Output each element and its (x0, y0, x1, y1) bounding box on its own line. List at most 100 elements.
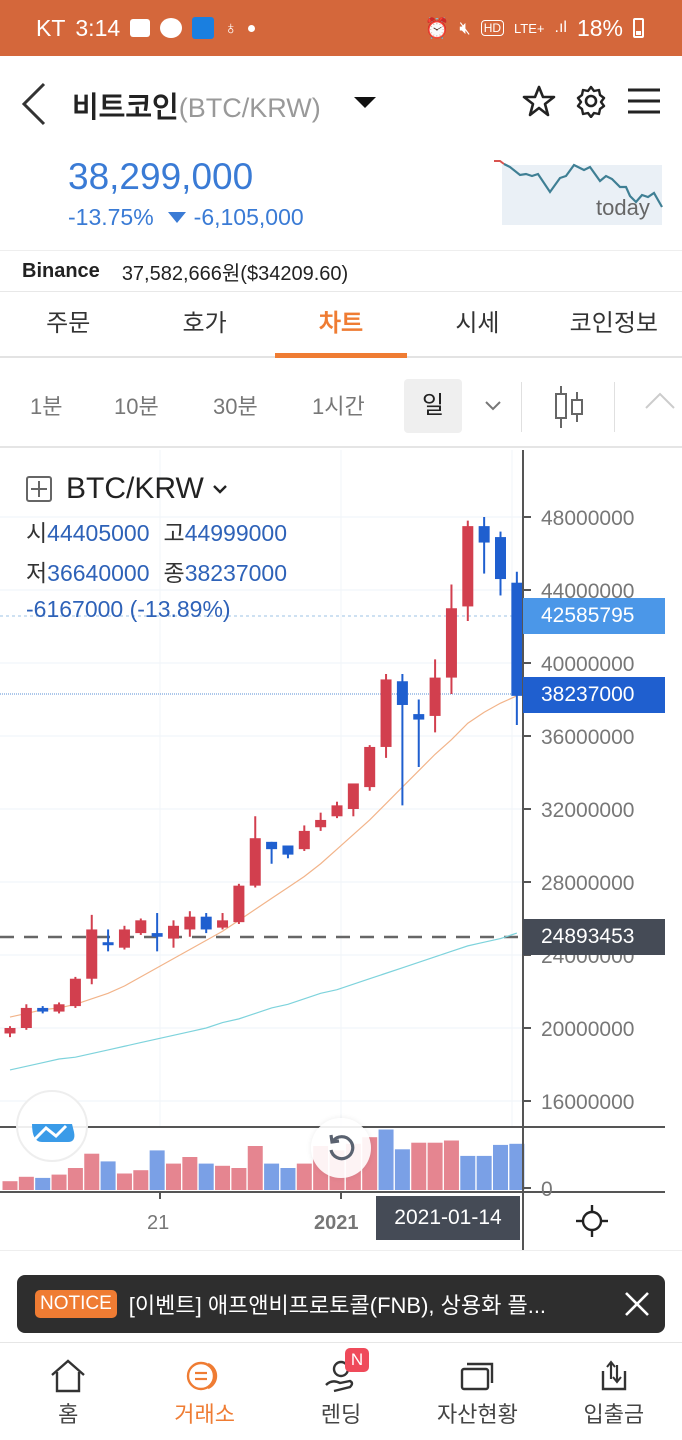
status-bar: KT 3:14 ♁ ⏰ 🔇︎ HD LTE+ .ıl 18% (0, 0, 682, 56)
more-notifications-icon (247, 24, 255, 32)
open-label: 시 (26, 520, 48, 546)
tab-orderbook[interactable]: 호가 (182, 310, 227, 337)
chevron-down-icon (212, 485, 227, 494)
close-label: 종 (163, 560, 185, 586)
nav-label: 자산현황 (436, 1402, 518, 1427)
star-icon[interactable] (522, 84, 556, 118)
period-1min[interactable]: 1분 (30, 394, 63, 419)
chart-symbol: BTC/KRW (66, 472, 204, 505)
menu-icon[interactable] (626, 84, 662, 118)
chart-symbol-selector[interactable]: BTC/KRW (26, 472, 228, 506)
battery-level: 18% (576, 14, 623, 41)
svg-text:0: 0 (541, 1178, 553, 1201)
reset-chart-button[interactable] (311, 1118, 371, 1178)
price-change: -13.75% -6,105,000 (68, 204, 304, 231)
period-selector: 1분 10분 30분 1시간 일 (0, 366, 682, 448)
assets-icon (461, 1362, 494, 1391)
tab-chart[interactable]: 차트 (273, 292, 409, 358)
kakaotalk-icon (160, 18, 183, 38)
nav-label: 렌딩 (320, 1402, 362, 1427)
binance-price-row: Binance 37,582,666원($34209.60) (0, 250, 682, 292)
x-axis-label: 21 (147, 1212, 170, 1234)
nav-lending[interactable]: 렌딩 (273, 1343, 409, 1440)
svg-text:40000000: 40000000 (541, 653, 634, 676)
change-percent: -13.75% (68, 204, 154, 230)
current-price: 38,299,000 (68, 156, 254, 197)
svg-text:28000000: 28000000 (541, 872, 634, 895)
nav-assets[interactable]: 자산현황 (409, 1343, 545, 1440)
svg-text:32000000: 32000000 (541, 799, 634, 822)
level-price-tag: 24893453 (523, 919, 665, 955)
sparkline-chart (494, 160, 663, 225)
exchange-name: Binance (22, 259, 100, 282)
line-chart-icon[interactable] (644, 390, 682, 410)
nav-label: 홈 (58, 1402, 79, 1427)
back-icon[interactable] (18, 82, 50, 126)
new-badge: N (345, 1348, 369, 1372)
nav-home[interactable]: 홈 (0, 1343, 136, 1440)
close-value: 38237000 (184, 560, 288, 586)
dropdown-caret-icon[interactable] (354, 97, 376, 108)
hd-icon: HD (480, 20, 505, 36)
message-icon (130, 19, 151, 37)
high-label: 고 (163, 520, 185, 546)
signal-icon: .ıl (554, 19, 567, 36)
coin-pair: (BTC/KRW) (178, 93, 321, 123)
chart-tool-icon (32, 1124, 75, 1142)
ohlc-row-2: 저36640000 종38237000 (26, 554, 287, 588)
svg-text:36000000: 36000000 (541, 726, 634, 749)
crosshair-price-tag: 42585795 (523, 598, 665, 634)
candlestick-type-icon[interactable] (552, 384, 586, 430)
battery-icon (633, 18, 644, 38)
notice-badge: NOTICE (35, 1290, 117, 1318)
tab-market-price[interactable]: 시세 (455, 310, 500, 337)
divider (521, 382, 522, 432)
period-1hour[interactable]: 1시간 (312, 394, 365, 419)
high-value: 44999000 (184, 520, 288, 546)
bottom-navigation: 홈 거래소 렌딩 자산현황 입출금 (0, 1342, 682, 1440)
nav-label: 거래소 (174, 1402, 235, 1427)
carrier: KT (36, 14, 66, 41)
svg-text:44000000: 44000000 (541, 580, 634, 603)
tab-coin-info[interactable]: 코인정보 (569, 310, 658, 337)
last-price-tag: 38237000 (523, 677, 665, 713)
open-value: 44405000 (47, 520, 150, 546)
change-amount: -6,105,000 (193, 204, 304, 230)
notice-text[interactable]: [이벤트] 애프앤비프로토콜(FNB), 상용화 플... (128, 1293, 547, 1318)
network-type: LTE+ (514, 20, 545, 36)
nav-exchange[interactable]: 거래소 (136, 1343, 272, 1440)
low-value: 36640000 (47, 560, 150, 586)
add-indicator-icon[interactable] (26, 476, 52, 502)
period-day[interactable]: 일 (404, 379, 462, 433)
period-10min[interactable]: 10분 (114, 394, 159, 419)
x-axis-label: 2021 (314, 1212, 359, 1234)
drawing-tool-button[interactable] (16, 1090, 88, 1162)
tab-order[interactable]: 주문 (46, 310, 91, 337)
selected-date-tag: 2021-01-14 (376, 1196, 520, 1240)
ohlc-row-1: 시44405000 고44999000 (26, 514, 287, 548)
period-dropdown-icon[interactable] (484, 400, 502, 412)
down-arrow-icon (167, 212, 186, 223)
coin-selector[interactable]: 비트코인(BTC/KRW) (72, 84, 321, 126)
divider (614, 382, 615, 432)
app-header: 비트코인(BTC/KRW) (0, 56, 682, 148)
mute-icon: 🔇︎ (459, 17, 471, 38)
low-label: 저 (26, 560, 48, 586)
nav-deposit-withdraw[interactable]: 입출금 (546, 1343, 682, 1440)
exchange-price: 37,582,666원($34209.60) (121, 262, 349, 285)
gear-icon[interactable] (574, 84, 608, 118)
theme-toggle-icon[interactable] (575, 1204, 609, 1238)
app-notification-icon (192, 17, 215, 39)
refresh-icon (329, 1134, 355, 1161)
home-icon (51, 1359, 85, 1393)
notification-icon: ♁ (224, 17, 238, 38)
sparkline-label: today (596, 195, 650, 220)
price-chart[interactable]: 1600000020000000240000002800000032000000… (0, 450, 682, 1250)
clock: 3:14 (75, 14, 121, 41)
deposit-withdraw-icon (601, 1360, 627, 1391)
close-icon[interactable] (623, 1290, 651, 1318)
nav-label: 입출금 (583, 1402, 645, 1427)
period-30min[interactable]: 30분 (213, 394, 258, 419)
notice-banner[interactable]: NOTICE [이벤트] 애프앤비프로토콜(FNB), 상용화 플... (17, 1275, 665, 1333)
svg-text:16000000: 16000000 (541, 1091, 634, 1114)
